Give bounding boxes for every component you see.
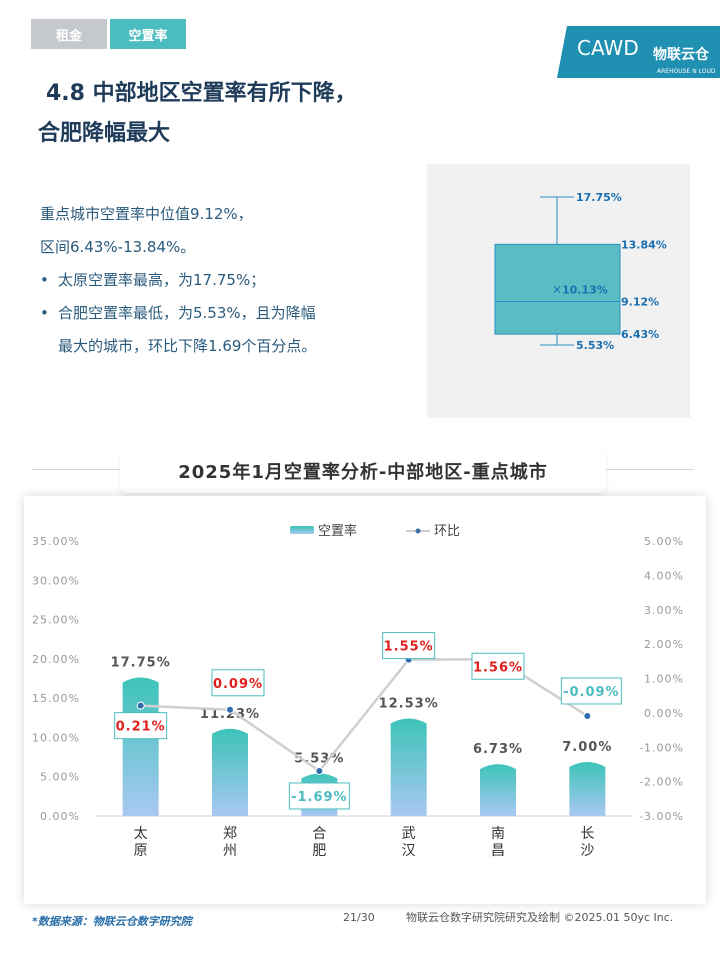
mom-value-label: 1.55% bbox=[384, 640, 434, 655]
right-axis-tick: 3.00% bbox=[644, 604, 684, 617]
page-title-line-1: 4.8 中部地区空置率有所下降， bbox=[46, 81, 357, 106]
vacancy-combo-chart: 空置率 环比 0.00% 5.00% 10.00% 15.00% 20.00% 25.00% 3… bbox=[32, 523, 684, 859]
boxplot-box bbox=[494, 243, 621, 335]
boxplot-label-q3: 13.84% bbox=[621, 238, 667, 251]
mom-label-box bbox=[471, 652, 525, 680]
left-axis-tick: 25.00% bbox=[32, 614, 80, 627]
right-axis-tick: 1.00% bbox=[644, 673, 684, 686]
x-tick-label: 郑 bbox=[223, 826, 237, 842]
boxplot-label-min: 5.53% bbox=[576, 339, 614, 352]
logo-subtitle: AREHOUSE N LOUD bbox=[657, 68, 716, 75]
right-axis-tick: 4.00% bbox=[644, 569, 684, 582]
bar-value-label: 6.73% bbox=[473, 742, 523, 757]
chart-card: 空置率 环比 0.00% 5.00% 10.00% 15.00% 20.00% 25.00% 3… bbox=[24, 496, 706, 904]
x-tick-label: 长 bbox=[580, 826, 594, 842]
legend-marker-line bbox=[415, 528, 421, 534]
summary-bullet-lowest-a: 合肥空置率最低，为5.53%，且为降幅 bbox=[58, 304, 316, 322]
x-tick-label: 肥 bbox=[312, 843, 326, 859]
left-axis-tick: 20.00% bbox=[32, 653, 80, 666]
logo-brand: 物联云仓 bbox=[653, 46, 710, 63]
boxplot-label-mean: 10.13% bbox=[562, 283, 608, 296]
left-axis-tick: 35.00% bbox=[32, 535, 80, 548]
x-tick-label: 沙 bbox=[580, 843, 594, 859]
mom-value-label: 1.56% bbox=[473, 660, 523, 675]
mom-point bbox=[136, 701, 145, 710]
cawd-logo: CAWD 物联云仓 AREHOUSE N LOUD bbox=[557, 26, 720, 78]
summary-bullet-lowest-b: 最大的城市，环比下降1.69个百分点。 bbox=[58, 337, 317, 355]
bar-长沙 bbox=[569, 762, 606, 816]
boxplot-mean-marker: × bbox=[552, 282, 562, 296]
bar-太原 bbox=[122, 677, 159, 816]
mom-value-label: -0.09% bbox=[563, 685, 620, 700]
right-axis-tick: 2.00% bbox=[644, 638, 684, 651]
left-axis-tick: 5.00% bbox=[40, 771, 80, 784]
data-source: *数据来源：物联云仓数字研究院 bbox=[32, 915, 192, 928]
left-axis-tick: 30.00% bbox=[32, 574, 80, 587]
bar-南昌 bbox=[480, 764, 516, 816]
chart-title: 2025年1月空置率分析-中部地区-重点城市 bbox=[120, 449, 606, 493]
mom-label-box bbox=[288, 782, 350, 810]
right-axis-tick: 5.00% bbox=[644, 535, 684, 548]
x-tick-label: 太 bbox=[134, 826, 148, 842]
x-tick-label: 原 bbox=[134, 843, 148, 859]
left-axis-tick: 15.00% bbox=[32, 692, 80, 705]
boxplot-label-q1: 6.43% bbox=[621, 328, 659, 341]
right-axis-tick: -3.00% bbox=[639, 810, 684, 823]
legend-label-bar: 空置率 bbox=[318, 523, 357, 539]
boxplot-label-median: 9.12% bbox=[621, 296, 659, 309]
mom-point bbox=[583, 711, 592, 720]
mom-value-label: 0.21% bbox=[116, 720, 166, 735]
legend-label-line: 环比 bbox=[434, 524, 460, 539]
boxplot-panel: × 17.75% 13.84% 9.12% 6.43% 5.53% 10.13% bbox=[427, 164, 690, 418]
bar-郑州 bbox=[212, 728, 248, 816]
x-tick-label: 州 bbox=[223, 843, 237, 859]
page-title-line-2: 合肥降幅最大 bbox=[38, 121, 171, 146]
tab-rent[interactable]: 租金 bbox=[31, 19, 107, 49]
boxplot-label-max: 17.75% bbox=[576, 191, 622, 204]
mom-point bbox=[226, 705, 234, 714]
mom-value-label: -1.69% bbox=[291, 790, 348, 805]
mom-label-box bbox=[114, 712, 168, 740]
page-title: 4.8 中部地区空置率有所下降， 合肥降幅最大 bbox=[38, 74, 357, 154]
bar-value-label: 7.00% bbox=[562, 740, 612, 755]
logo-text: CAWD bbox=[577, 36, 639, 60]
page-number: 21/30 bbox=[343, 911, 375, 924]
mom-label-box bbox=[560, 677, 622, 705]
right-axis-tick: -1.00% bbox=[639, 741, 684, 754]
x-tick-label: 合 bbox=[312, 826, 326, 842]
left-axis-tick: 0.00% bbox=[40, 810, 80, 823]
mom-label-box bbox=[382, 632, 436, 660]
x-tick-label: 南 bbox=[491, 826, 505, 842]
mom-label-box bbox=[211, 669, 265, 697]
right-axis-tick: -2.00% bbox=[639, 776, 684, 789]
summary-range: 区间6.43%-13.84%。 bbox=[40, 238, 196, 256]
footer-credit: 物联云仓数字研究院研究及绘制 ©2025.01 50yc Inc. bbox=[406, 911, 674, 924]
right-axis-tick: 0.00% bbox=[644, 707, 684, 720]
tab-vacancy-rate[interactable]: 空置率 bbox=[110, 19, 186, 49]
left-axis-tick: 10.00% bbox=[32, 731, 80, 744]
summary-median: 重点城市空置率中位值9.12%， bbox=[40, 205, 253, 223]
boxplot-chart: × 17.75% 13.84% 9.12% 6.43% 5.53% 10.13% bbox=[494, 191, 667, 352]
bar-value-label: 12.53% bbox=[379, 697, 439, 712]
bar-value-label: 17.75% bbox=[111, 656, 171, 671]
x-tick-label: 昌 bbox=[491, 843, 505, 859]
mom-point bbox=[315, 766, 324, 775]
x-tick-label: 武 bbox=[402, 826, 416, 842]
chart-legend: 空置率 环比 bbox=[290, 523, 460, 539]
summary-text: 重点城市空置率中位值9.12%， 区间6.43%-13.84%。 太原空置率最高… bbox=[40, 198, 410, 363]
bar-武汉 bbox=[390, 718, 427, 816]
legend-swatch-bar bbox=[290, 526, 314, 534]
mom-value-label: 0.09% bbox=[213, 677, 263, 692]
x-tick-label: 汉 bbox=[402, 843, 416, 859]
bar-value-label: 11.23% bbox=[200, 707, 260, 722]
summary-bullet-highest: 太原空置率最高，为17.75%； bbox=[40, 264, 410, 297]
